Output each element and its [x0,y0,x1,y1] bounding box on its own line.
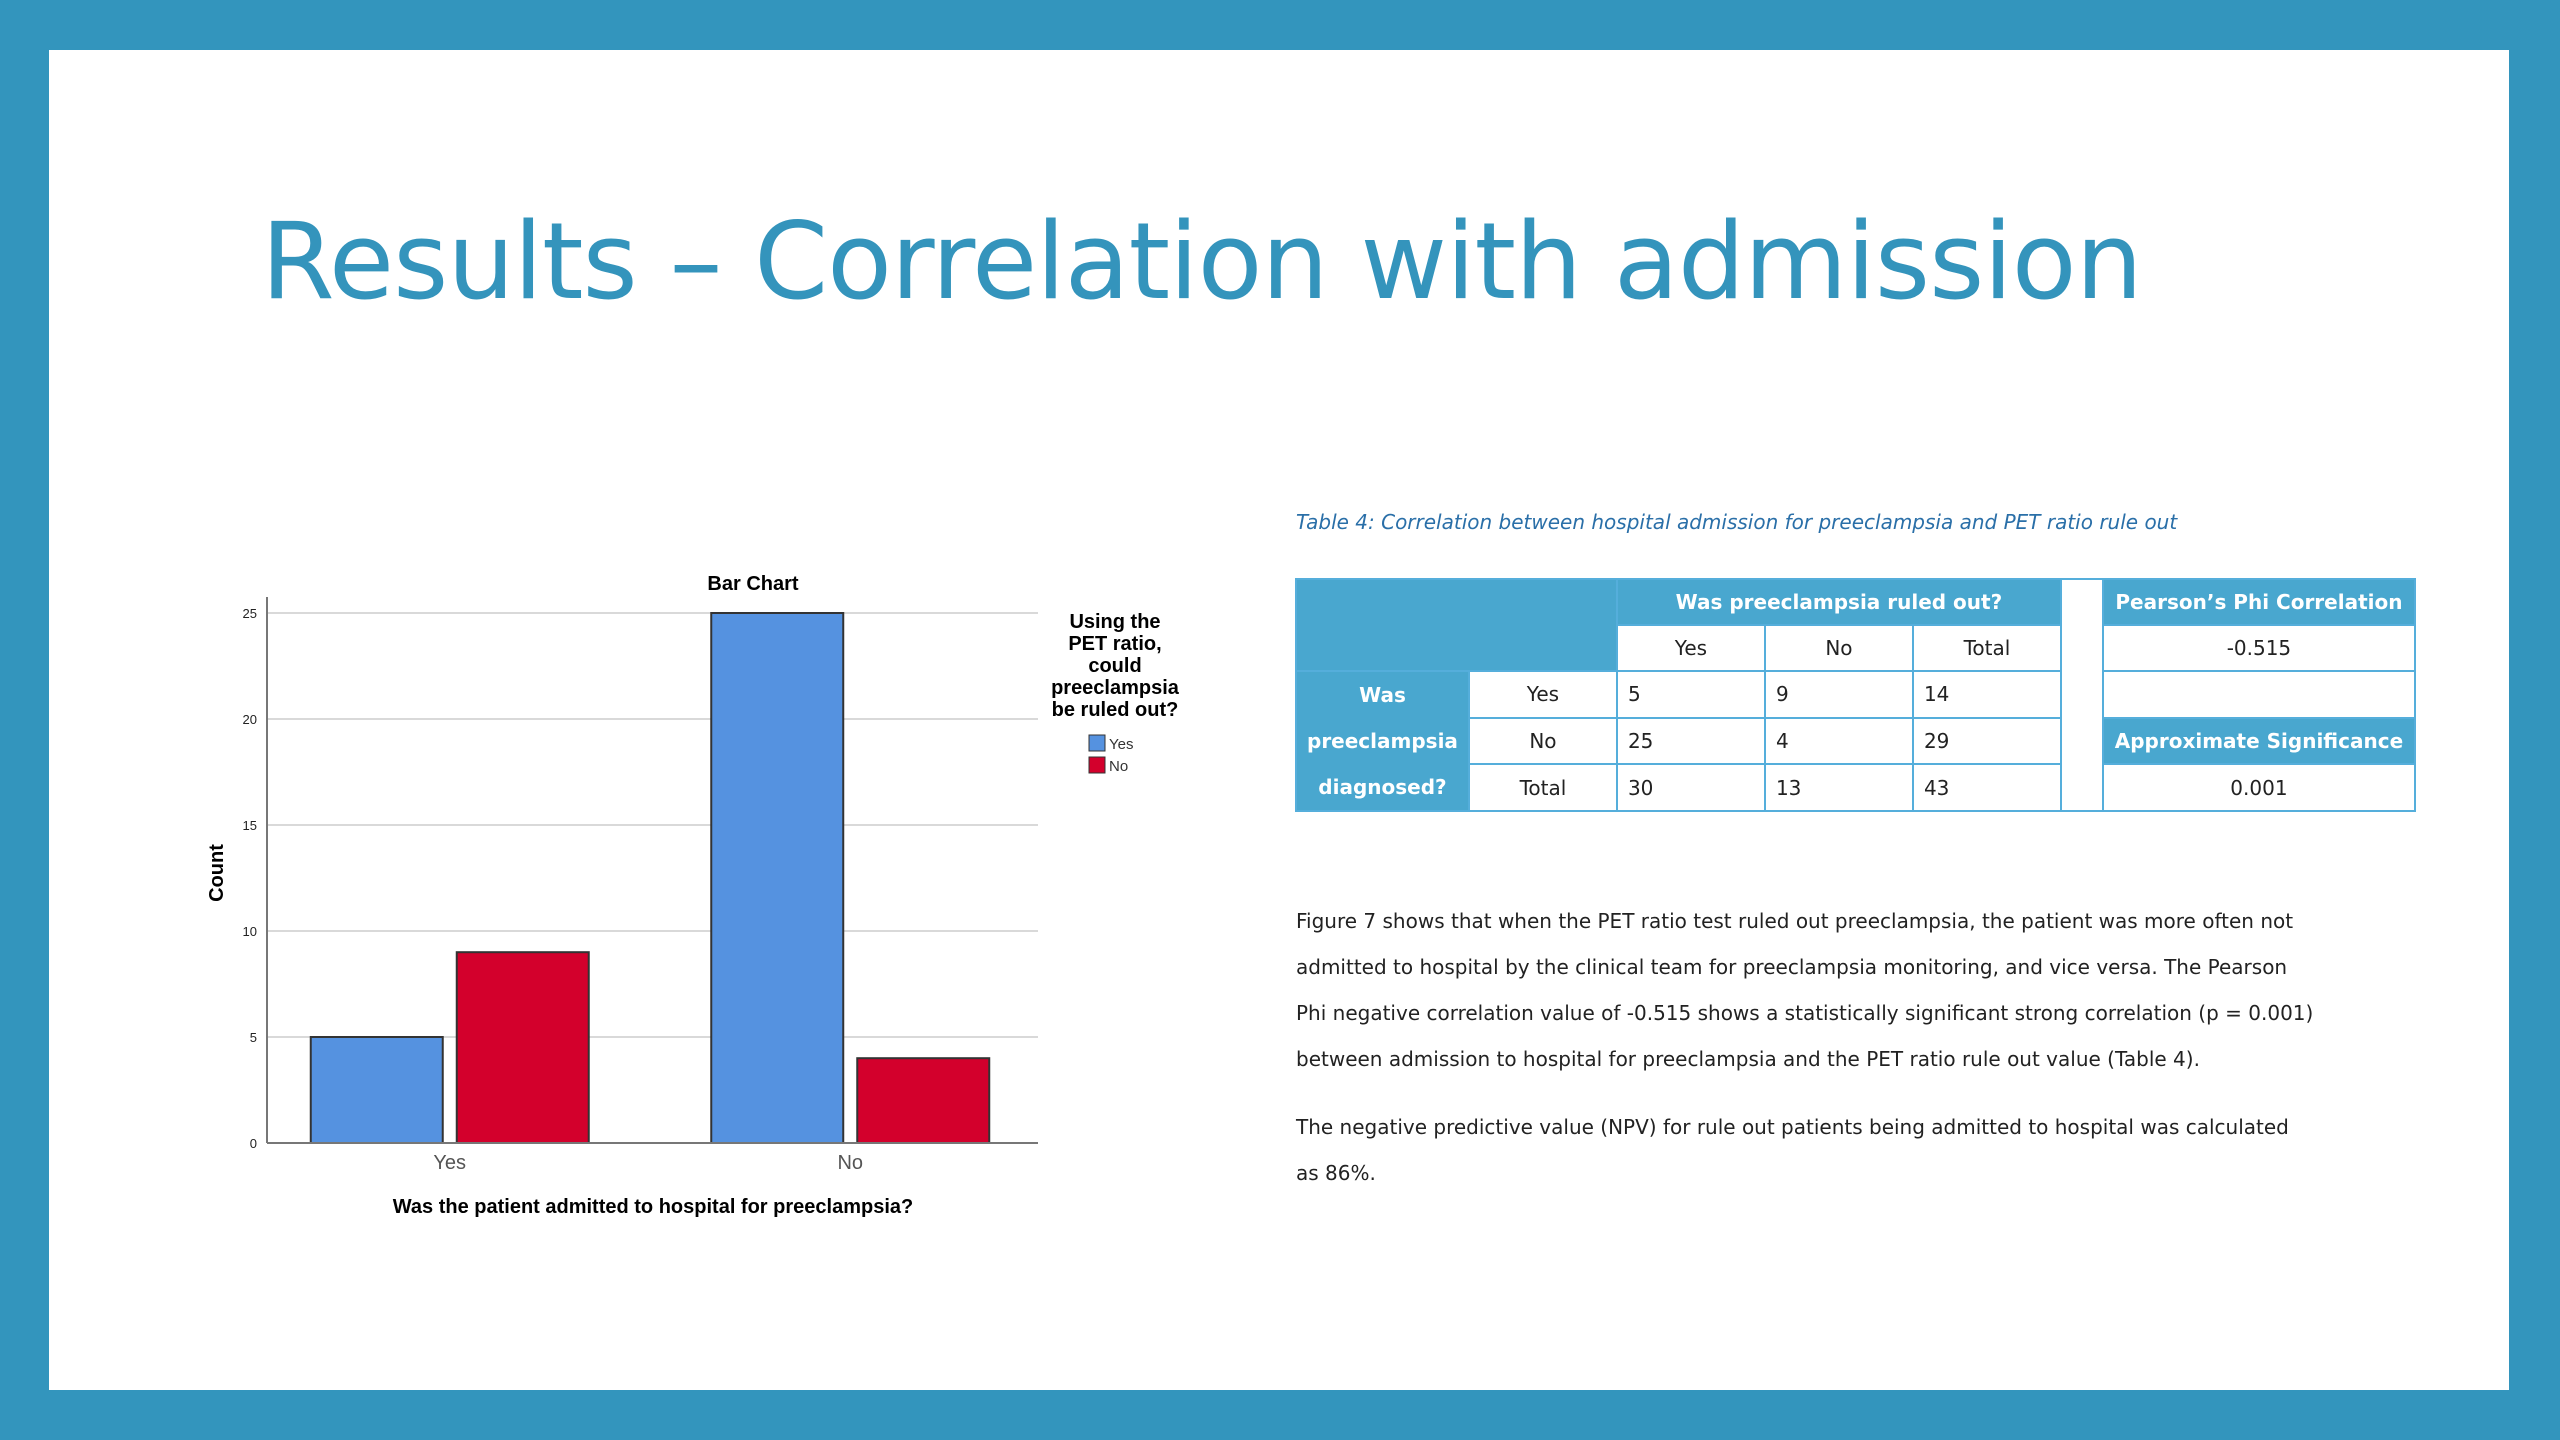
phi-value: -0.515 [2101,624,2416,672]
legend-label-no: No [1109,758,1128,775]
cell-yes-no: 9 [1763,670,1914,719]
row-label-no: No [1467,716,1618,766]
paragraph-1-line-1: Figure 7 shows that when the PET ratio t… [1296,909,2294,933]
col-header-total: Total [1911,624,2062,672]
sig-header: Approximate Significance [2101,716,2416,766]
y-axis-label: Count [206,844,228,902]
paragraph-1: Figure 7 shows that when the PET ratio t… [1296,898,2406,1082]
cell-total-yes: 30 [1615,763,1766,812]
bar-no-yes [710,612,845,1144]
paragraph-1-line-2: admitted to hospital by the clinical tea… [1296,955,2288,979]
legend-title-line: PET ratio, [1068,633,1161,655]
legend-swatch-yes [1088,734,1106,752]
stats-blank [2101,670,2416,718]
chart-title: Bar Chart [707,573,798,595]
col-header-no: No [1763,624,1914,672]
paragraph-2-line-1: The negative predictive value (NPV) for … [1296,1115,2289,1139]
y-tick-label: 15 [243,818,257,833]
cell-no-total: 29 [1911,716,2062,766]
legend-title-line: be ruled out? [1052,699,1179,721]
row-group-header-line-2: preeclampsia [1307,729,1458,753]
legend-swatch-no [1088,756,1106,774]
sig-value: 0.001 [2101,763,2416,812]
paragraph-1-line-4: between admission to hospital for preecl… [1296,1047,2200,1071]
y-tick-label: 10 [243,924,257,939]
correlation-table: Was preeclampsia ruled out? Pearson’s Ph… [1295,578,2416,812]
cell-yes-yes: 5 [1615,670,1766,719]
cell-total-total: 43 [1911,763,2062,812]
row-group-header-line-1: Was [1359,683,1406,707]
bar-no-no [856,1057,991,1145]
slide-title: Results – Correlation with admission [261,200,2143,323]
legend-label-yes: Yes [1109,736,1133,753]
legend-title-line: could [1088,655,1141,677]
slide: Results – Correlation with admission Bar… [49,50,2509,1390]
paragraph-2-line-2: as 86%. [1296,1161,1376,1185]
y-tick-label: 5 [250,1030,257,1045]
phi-header: Pearson’s Phi Correlation [2101,578,2416,626]
table-gap [2059,578,2104,812]
y-tick-label: 20 [243,712,257,727]
cell-yes-total: 14 [1911,670,2062,719]
x-axis-label: Was the patient admitted to hospital for… [393,1196,913,1218]
y-tick-label: 25 [243,606,257,621]
paragraph-1-line-3: Phi negative correlation value of -0.515… [1296,1001,2314,1025]
row-group-header-line-3: diagnosed? [1318,775,1447,799]
x-tick-label: Yes [433,1152,466,1174]
col-header-yes: Yes [1615,624,1766,672]
legend-title-line: preeclampsia [1051,677,1180,699]
row-label-yes: Yes [1467,670,1618,719]
table-corner [1295,578,1618,672]
y-tick-label: 0 [250,1136,257,1151]
cell-no-yes: 25 [1615,716,1766,766]
bar-chart-svg: Bar Chart 0 5 10 15 20 25 Yes No Count Was the … [206,573,1180,1218]
table-caption: Table 4: Correlation between hospital ad… [1296,510,2178,534]
row-label-total: Total [1467,763,1618,812]
x-tick-label: No [837,1152,863,1174]
bar-yes-yes [309,1036,444,1144]
cell-total-no: 13 [1763,763,1914,812]
paragraph-2: The negative predictive value (NPV) for … [1296,1104,2406,1196]
bar-yes-no [455,951,590,1145]
col-group-header: Was preeclampsia ruled out? [1615,578,2062,626]
bar-chart: Bar Chart 0 5 10 15 20 25 Yes No Count Was the … [145,510,1255,1250]
cell-no-no: 4 [1763,716,1914,766]
legend-title-line: Using the [1069,611,1160,633]
row-group-header: Was preeclampsia diagnosed? [1295,670,1470,812]
